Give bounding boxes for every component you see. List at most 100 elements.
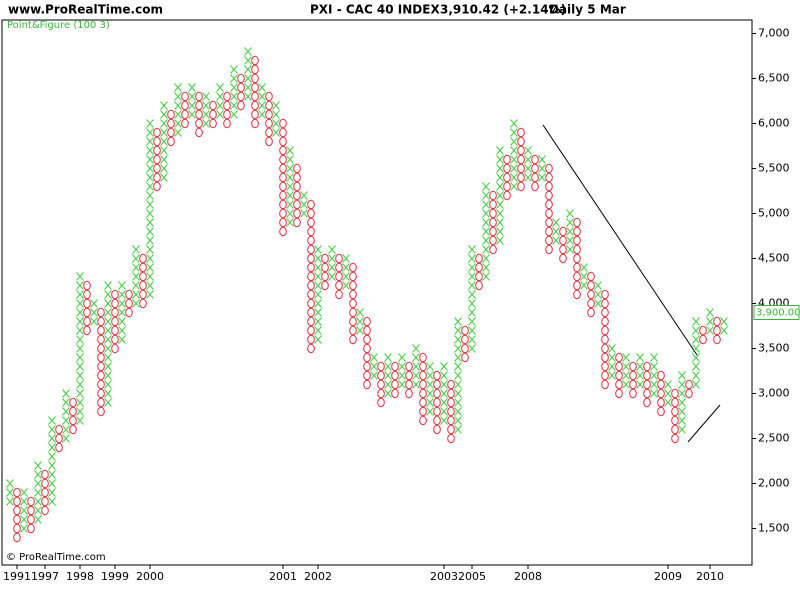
o-box bbox=[153, 181, 161, 192]
pf-column bbox=[97, 307, 105, 417]
o-box bbox=[13, 505, 21, 516]
x-box bbox=[482, 272, 490, 281]
x-box bbox=[104, 389, 112, 398]
y-tick-label: 7,000 bbox=[758, 27, 790, 40]
x-box bbox=[62, 398, 70, 407]
o-box bbox=[41, 496, 49, 507]
x-box bbox=[622, 362, 630, 371]
o-box bbox=[181, 109, 189, 120]
x-box bbox=[62, 389, 70, 398]
y-tick-label: 6,500 bbox=[758, 72, 790, 85]
o-box bbox=[139, 262, 147, 273]
o-box bbox=[153, 127, 161, 138]
x-box bbox=[496, 164, 504, 173]
pf-column bbox=[384, 353, 392, 398]
x-box bbox=[692, 353, 700, 362]
x-box bbox=[454, 380, 462, 389]
x-box bbox=[468, 245, 476, 254]
o-box bbox=[531, 181, 539, 192]
o-box bbox=[279, 118, 287, 129]
o-box bbox=[489, 235, 497, 246]
o-box bbox=[601, 316, 609, 327]
o-box bbox=[181, 100, 189, 111]
x-box bbox=[496, 173, 504, 182]
o-box bbox=[195, 109, 203, 120]
pf-column bbox=[391, 361, 399, 399]
x-box bbox=[48, 470, 56, 479]
x-box bbox=[608, 344, 616, 353]
x-box bbox=[678, 425, 686, 434]
x-box bbox=[20, 506, 28, 515]
x-box bbox=[356, 308, 364, 317]
pf-column bbox=[216, 83, 224, 119]
x-box bbox=[6, 488, 14, 497]
o-box bbox=[713, 334, 721, 345]
o-box bbox=[461, 334, 469, 345]
x-box bbox=[48, 461, 56, 470]
x-tick-label: 2001 bbox=[269, 570, 297, 583]
x-box bbox=[454, 371, 462, 380]
o-box bbox=[139, 298, 147, 309]
x-tick-label: 1998 bbox=[66, 570, 94, 583]
pf-column bbox=[398, 353, 406, 389]
o-box bbox=[153, 136, 161, 147]
x-box bbox=[286, 218, 294, 227]
x-box bbox=[146, 254, 154, 263]
x-box bbox=[104, 281, 112, 290]
x-box bbox=[160, 164, 168, 173]
o-box bbox=[671, 433, 679, 444]
x-box bbox=[440, 371, 448, 380]
x-box bbox=[538, 173, 546, 182]
o-box bbox=[363, 361, 371, 372]
x-box bbox=[314, 299, 322, 308]
x-box bbox=[34, 497, 42, 506]
x-box bbox=[370, 371, 378, 380]
y-tick-label: 3,500 bbox=[758, 342, 790, 355]
o-box bbox=[97, 343, 105, 354]
o-box bbox=[279, 208, 287, 219]
pf-column bbox=[636, 353, 644, 389]
pf-column bbox=[510, 119, 518, 191]
o-box bbox=[307, 244, 315, 255]
o-box bbox=[531, 154, 539, 165]
o-box bbox=[307, 334, 315, 345]
o-box bbox=[391, 370, 399, 381]
o-box bbox=[391, 361, 399, 372]
o-box bbox=[69, 397, 77, 408]
x-box bbox=[468, 308, 476, 317]
pf-column bbox=[496, 146, 504, 245]
pf-column bbox=[531, 154, 539, 192]
x-box bbox=[188, 92, 196, 101]
o-box bbox=[601, 343, 609, 354]
o-box bbox=[13, 523, 21, 534]
x-box bbox=[286, 173, 294, 182]
x-box bbox=[48, 452, 56, 461]
x-box bbox=[20, 515, 28, 524]
pf-column bbox=[377, 361, 385, 408]
x-box bbox=[538, 164, 546, 173]
o-box bbox=[153, 154, 161, 165]
x-box bbox=[370, 353, 378, 362]
o-box bbox=[461, 343, 469, 354]
o-box bbox=[447, 415, 455, 426]
x-box bbox=[202, 110, 210, 119]
x-box bbox=[286, 155, 294, 164]
x-box bbox=[454, 326, 462, 335]
o-box bbox=[167, 118, 175, 129]
o-box bbox=[363, 316, 371, 327]
x-box bbox=[62, 416, 70, 425]
o-box bbox=[545, 190, 553, 201]
x-box bbox=[328, 245, 336, 254]
x-box bbox=[76, 290, 84, 299]
o-box bbox=[657, 370, 665, 381]
x-box bbox=[300, 200, 308, 209]
subtitle: Point&Figure (100 3) bbox=[7, 20, 110, 31]
x-box bbox=[510, 146, 518, 155]
x-box bbox=[272, 110, 280, 119]
x-box bbox=[146, 137, 154, 146]
x-box bbox=[216, 83, 224, 92]
x-box bbox=[678, 380, 686, 389]
o-box bbox=[321, 271, 329, 282]
o-box bbox=[685, 379, 693, 390]
o-box bbox=[251, 73, 259, 84]
